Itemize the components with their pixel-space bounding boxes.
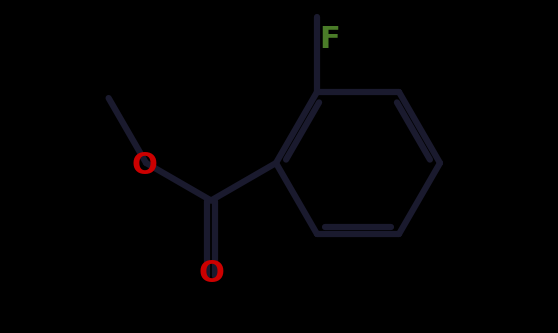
Text: F: F — [319, 25, 340, 54]
Text: O: O — [131, 151, 157, 180]
Text: O: O — [198, 258, 224, 287]
